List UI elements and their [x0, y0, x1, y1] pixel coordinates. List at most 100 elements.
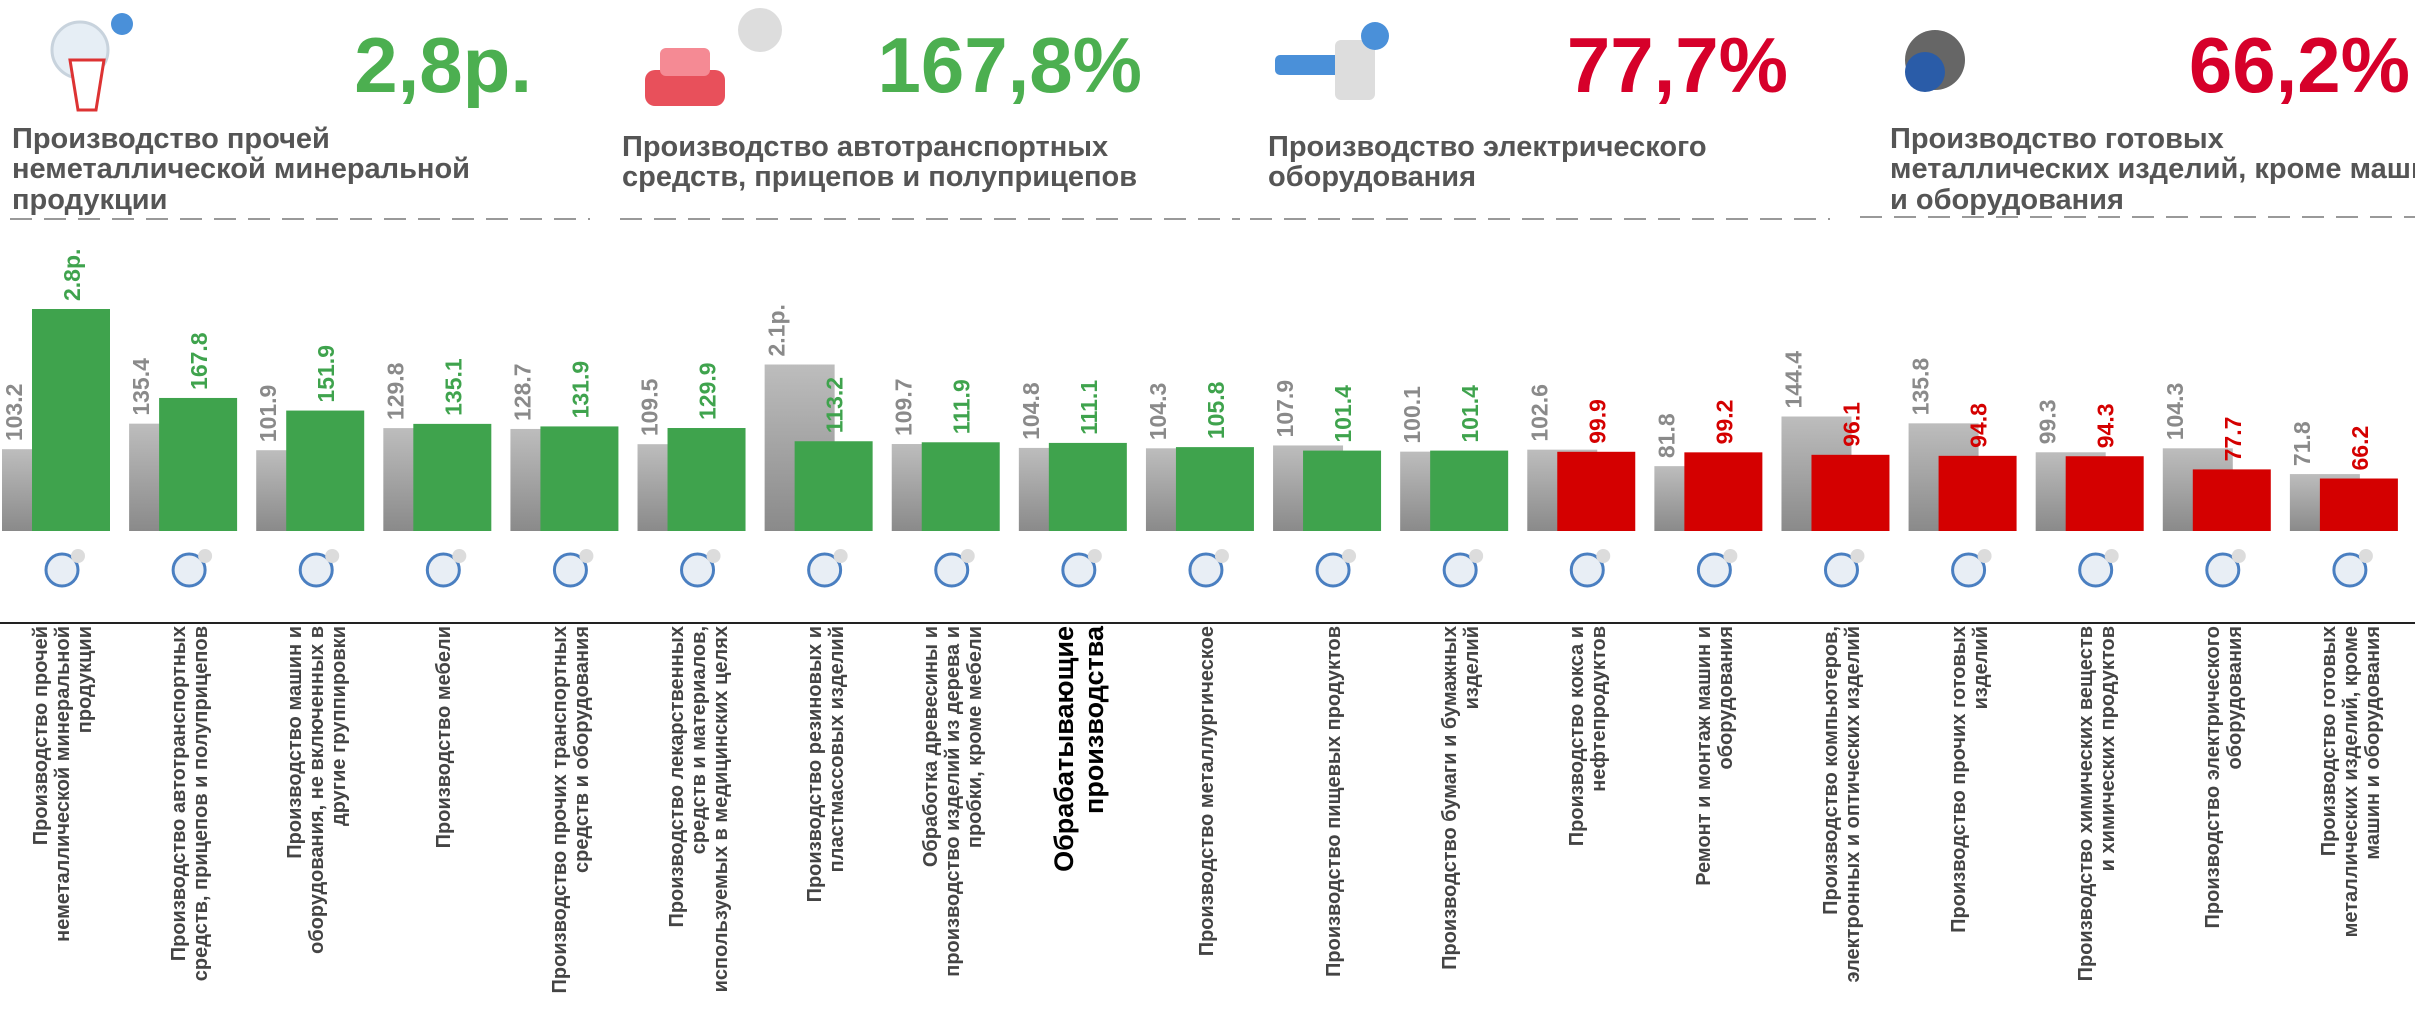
- category-label: Производство электрического оборудования: [2165, 626, 2283, 998]
- bar-current: [159, 398, 237, 531]
- category-icon-gear: [1342, 549, 1356, 563]
- category-label: Производство прочих готовых изделий: [1911, 626, 2029, 998]
- category-icon-gear: [1469, 549, 1483, 563]
- value-label: 109.5: [637, 378, 663, 436]
- value-label: 151.9: [313, 345, 339, 403]
- category-icon-gear: [2232, 549, 2246, 563]
- value-label: 101.4: [1457, 385, 1483, 443]
- category-icon-gear: [1723, 549, 1737, 563]
- value-label: 66.2: [2347, 426, 2373, 471]
- value-label: 111.1: [1076, 380, 1102, 435]
- value-label: 104.8: [1018, 382, 1044, 440]
- category-label: Производство химических веществ и химиче…: [2038, 626, 2156, 998]
- category-label: Производство бумаги и бумажных изделий: [1402, 626, 1520, 998]
- bar-current: [1557, 452, 1635, 531]
- category-icon-gear: [1215, 549, 1229, 563]
- category-label: Производство резиновых и пластмассовых и…: [767, 626, 885, 998]
- category-label: Обработка древесины и производство издел…: [894, 626, 1012, 998]
- bar-current: [1430, 451, 1508, 531]
- category-label: Производство лекарственных средств и мат…: [640, 626, 758, 998]
- category-icon-gear: [71, 549, 85, 563]
- value-label: 104.3: [2162, 383, 2188, 441]
- bar-current: [413, 424, 491, 531]
- value-label: 135.1: [440, 358, 466, 416]
- category-icon-gear: [579, 549, 593, 563]
- bar-current: [1049, 443, 1127, 531]
- value-label: 81.8: [1653, 413, 1679, 458]
- category-icon-gear: [961, 549, 975, 563]
- value-label: 102.6: [1526, 384, 1552, 442]
- value-label: 2.8р.: [59, 249, 85, 301]
- value-label: 99.2: [1711, 400, 1737, 445]
- bar-current: [2193, 469, 2271, 531]
- card-value: 2,8р.: [152, 20, 532, 111]
- value-label: 107.9: [1272, 380, 1298, 438]
- dividers: [10, 217, 2415, 219]
- category-icon-gear: [1088, 549, 1102, 563]
- category-label: Производство пищевых продуктов: [1275, 626, 1393, 998]
- bar-current: [1811, 455, 1889, 531]
- card-title: Производство автотранспортных средств, п…: [622, 132, 1182, 193]
- category-icon-gear: [707, 549, 721, 563]
- value-label: 135.8: [1908, 358, 1934, 416]
- value-label: 109.7: [891, 378, 917, 436]
- category-label: Производство машин и оборудования, не вк…: [258, 626, 376, 998]
- value-label: 101.4: [1330, 385, 1356, 443]
- card-title: Производство прочей неметаллической мине…: [12, 124, 572, 215]
- category-label: Производство прочей неметаллической мине…: [4, 626, 122, 998]
- category-icon-gear: [1596, 549, 1610, 563]
- value-label: 113.2: [822, 377, 848, 433]
- bar-current: [32, 309, 110, 531]
- value-label: 2.1р.: [764, 304, 790, 356]
- category-icon-gear: [1978, 549, 1992, 563]
- value-label: 94.3: [2093, 403, 2119, 448]
- category-icon-gear: [834, 549, 848, 563]
- value-label: 103.2: [1, 384, 27, 442]
- value-label: 111.9: [949, 379, 975, 434]
- value-label: 105.8: [1203, 381, 1229, 439]
- bar-current: [1303, 451, 1381, 531]
- value-label: 101.9: [255, 385, 281, 443]
- value-label: 104.3: [1145, 383, 1171, 441]
- value-label: 131.9: [567, 361, 593, 419]
- category-icon-gear: [452, 549, 466, 563]
- category-label: Производство кокса и нефтепродуктов: [1529, 626, 1647, 998]
- category-icon-gear: [2359, 549, 2373, 563]
- category-icon-gear: [2105, 549, 2119, 563]
- bar-current: [1176, 447, 1254, 531]
- category-icon-gear: [325, 549, 339, 563]
- value-label: 144.4: [1780, 351, 1806, 409]
- value-label: 129.8: [382, 362, 408, 420]
- value-label: 94.8: [1966, 403, 1992, 448]
- category-label: Обрабатывающие производства: [1021, 626, 1139, 998]
- bar-current: [668, 428, 746, 531]
- card-value: 66,2%: [2030, 20, 2410, 111]
- bar-current: [795, 441, 873, 531]
- bar-current: [922, 442, 1000, 531]
- value-label: 99.9: [1584, 399, 1610, 444]
- value-label: 167.8: [186, 332, 212, 390]
- value-label: 71.8: [2289, 421, 2315, 466]
- bar-current: [2066, 456, 2144, 531]
- bar-current: [540, 426, 618, 531]
- category-label: Производство прочих транспортных средств…: [512, 626, 630, 998]
- bar-current: [286, 411, 364, 531]
- card-title: Производство электрического оборудования: [1268, 132, 1828, 193]
- category-label: Ремонт и монтаж машин и оборудования: [1656, 626, 1774, 998]
- card-title: Производство готовых металлических издел…: [1890, 124, 2415, 215]
- card-value: 167,8%: [762, 20, 1142, 111]
- bar-current: [1939, 456, 2017, 531]
- value-label: 77.7: [2220, 417, 2246, 462]
- category-label: Производство готовых металлических издел…: [2292, 626, 2410, 998]
- value-label: 99.3: [2035, 400, 2061, 445]
- infographic: 103.2 2.8р. 135.4 167.8 101.9 151.9 129.8 135.1…: [0, 0, 2415, 1009]
- value-label: 129.9: [695, 362, 721, 420]
- value-label: 128.7: [509, 363, 535, 421]
- bar-current: [1684, 452, 1762, 531]
- category-label: Производство мебели: [385, 626, 503, 998]
- value-label: 135.4: [128, 358, 154, 416]
- category-label: Производство автотранспортных средств, п…: [131, 626, 249, 998]
- category-label: Производство компьютеров, электронных и …: [1783, 626, 1901, 998]
- bar-current: [2320, 479, 2398, 531]
- category-icon-gear: [198, 549, 212, 563]
